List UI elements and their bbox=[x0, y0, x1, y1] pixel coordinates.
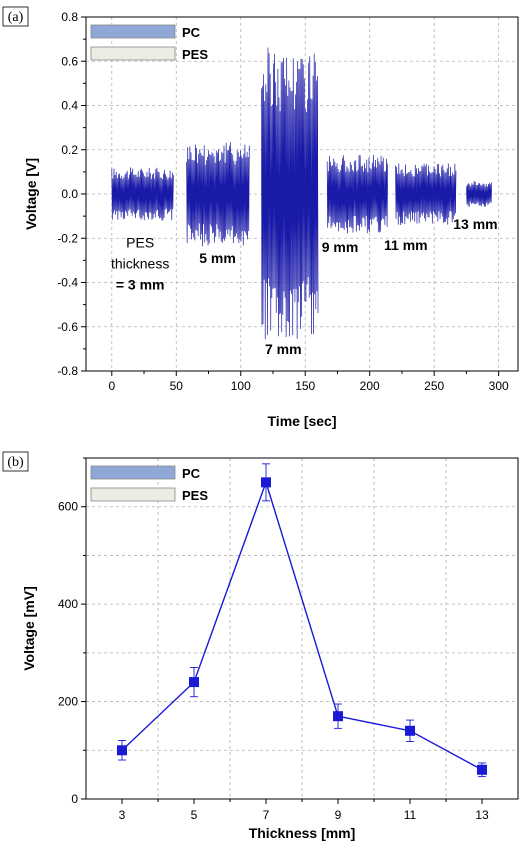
series-line bbox=[121, 480, 483, 771]
signal-segment bbox=[466, 180, 493, 207]
segment-label: 11 mm bbox=[384, 237, 428, 253]
signal-segment bbox=[186, 142, 250, 247]
y-tick-label: 0.8 bbox=[61, 10, 78, 24]
panel-label: (b) bbox=[7, 455, 24, 470]
x-tick-label: 100 bbox=[231, 379, 251, 393]
segment-label: thickness bbox=[111, 256, 169, 272]
legend-label: PES bbox=[182, 47, 208, 62]
chart-a: PES thickness = 3 mm 5 mm 7 mm 9 mm 11 mm 13 mm… bbox=[2, 6, 519, 429]
segment-label: = 3 mm bbox=[116, 277, 165, 293]
legend-swatch bbox=[90, 24, 176, 39]
data-point bbox=[333, 711, 343, 722]
x-tick-label: 50 bbox=[170, 379, 184, 393]
y-tick-label: 200 bbox=[58, 695, 78, 709]
signal-segment bbox=[395, 163, 457, 225]
panel-label: (a) bbox=[8, 10, 24, 25]
data-point bbox=[261, 477, 271, 488]
x-tick-label: 0 bbox=[108, 379, 115, 393]
segment-label: 5 mm bbox=[199, 250, 236, 266]
x-tick-label: 200 bbox=[360, 379, 380, 393]
y-tick-label: 0 bbox=[71, 792, 78, 806]
signal-segment bbox=[326, 154, 388, 234]
legend-swatch bbox=[90, 465, 176, 480]
x-tick-label: 11 bbox=[404, 808, 417, 822]
legend-label: PC bbox=[182, 466, 201, 481]
x-axis-label: Thickness [mm] bbox=[249, 825, 356, 841]
legend-label: PES bbox=[182, 488, 208, 503]
y-tick-label: 0.2 bbox=[61, 143, 78, 157]
x-tick-label: 300 bbox=[489, 379, 509, 393]
x-tick-label: 7 bbox=[263, 808, 270, 822]
x-tick-label: 9 bbox=[335, 808, 342, 822]
data-point bbox=[405, 725, 415, 736]
signal-segment bbox=[111, 167, 174, 221]
x-tick-label: 250 bbox=[424, 379, 444, 393]
data-point bbox=[477, 764, 487, 775]
y-tick-label: -0.4 bbox=[57, 276, 78, 290]
signal-segment bbox=[261, 47, 319, 340]
y-tick-label: -0.8 bbox=[57, 364, 78, 378]
x-axis-label: Time [sec] bbox=[268, 413, 337, 429]
segment-label: 7 mm bbox=[265, 341, 302, 357]
x-tick-label: 3 bbox=[119, 808, 126, 822]
y-tick-label: 0.0 bbox=[61, 187, 78, 201]
x-tick-label: 150 bbox=[295, 379, 315, 393]
y-tick-label: -0.6 bbox=[57, 320, 78, 334]
y-tick-label: -0.2 bbox=[57, 231, 78, 245]
data-point bbox=[117, 745, 127, 756]
y-tick-label: 600 bbox=[58, 500, 78, 514]
panel-label-box bbox=[2, 451, 29, 472]
data-point bbox=[189, 677, 199, 688]
y-axis-label: Voltage [mV] bbox=[21, 586, 37, 671]
y-tick-label: 400 bbox=[58, 597, 78, 611]
y-tick-label: 0.6 bbox=[61, 54, 78, 68]
legend-swatch bbox=[90, 46, 176, 61]
chart-b: 3 5 7 9 11 13 0 200 400 600 Thickness [mm] Voltage … bbox=[2, 451, 519, 841]
y-axis-label: Voltage [V] bbox=[23, 158, 39, 230]
x-tick-label: 13 bbox=[475, 808, 489, 822]
panel-label-box bbox=[2, 6, 29, 27]
legend-label: PC bbox=[182, 25, 201, 40]
x-tick-label: 5 bbox=[191, 808, 198, 822]
segment-label: PES bbox=[126, 235, 154, 251]
segment-label: 9 mm bbox=[322, 239, 359, 255]
y-tick-label: 0.4 bbox=[61, 99, 78, 113]
legend-swatch bbox=[90, 487, 176, 502]
segment-label: 13 mm bbox=[453, 216, 497, 232]
